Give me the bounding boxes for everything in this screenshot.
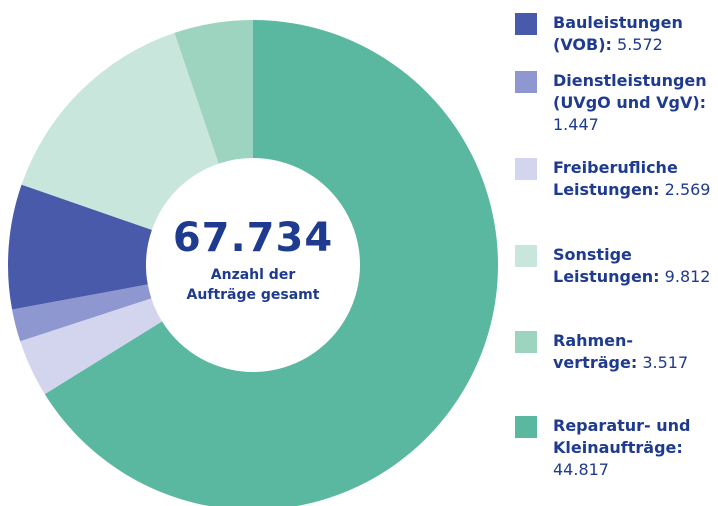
legend-text: Reparatur- und Kleinaufträge: 44.817 — [553, 415, 715, 481]
legend-text: Sonstige Leistungen: 9.812 — [553, 244, 715, 288]
legend-value: 9.812 — [664, 267, 711, 286]
legend-swatch — [515, 245, 537, 267]
slice — [20, 298, 163, 395]
legend-item: Rahmen-verträge: 3.517 — [515, 330, 715, 374]
legend-value: 2.569 — [664, 180, 711, 199]
legend-name: Reparatur- und Kleinaufträge: — [553, 416, 691, 457]
legend-value: 44.817 — [553, 460, 609, 479]
legend-value: 5.572 — [617, 35, 663, 54]
legend-value: 1.447 — [553, 115, 599, 134]
legend-swatch — [515, 331, 537, 353]
legend-value: 3.517 — [642, 353, 689, 372]
total: 67.734 — [172, 215, 334, 261]
slice — [174, 20, 253, 164]
legend-item: Sonstige Leistungen: 9.812 — [515, 244, 715, 288]
legend-name: Freiberufliche Leistungen: — [553, 158, 678, 199]
slice — [12, 284, 152, 342]
legend-item: Freiberufliche Leistungen: 2.569 — [515, 157, 715, 201]
legend-text: Rahmen-verträge: 3.517 — [553, 330, 715, 374]
legend-swatch — [515, 71, 537, 93]
slice — [44, 20, 498, 506]
legend-item: Reparatur- und Kleinaufträge: 44.817 — [515, 415, 715, 481]
slice — [21, 32, 219, 230]
legend-name: Bauleistungen (VOB): — [553, 13, 683, 54]
slice — [8, 184, 152, 310]
legend-item: Dienstleistungen (UVgO und VgV): 1.447 — [515, 70, 715, 136]
legend-swatch — [515, 13, 537, 35]
legend-swatch — [515, 416, 537, 438]
legend-name: Dienstleistungen (UVgO und VgV): — [553, 71, 707, 112]
legend-text: Bauleistungen (VOB): 5.572 — [553, 12, 715, 56]
legend-name: Rahmen-verträge: — [553, 331, 638, 372]
center-text: Anzahl der Aufträge gesamt — [186, 267, 320, 303]
legend-item: Bauleistungen (VOB): 5.572 — [515, 12, 715, 56]
legend-text: Dienstleistungen (UVgO und VgV): 1.447 — [553, 70, 715, 136]
legend-swatch — [515, 158, 537, 180]
center-label: 67.734 Anzahl der Aufträge gesamt — [153, 215, 353, 305]
legend-text: Freiberufliche Leistungen: 2.569 — [553, 157, 715, 201]
legend-name: Sonstige Leistungen: — [553, 245, 660, 286]
